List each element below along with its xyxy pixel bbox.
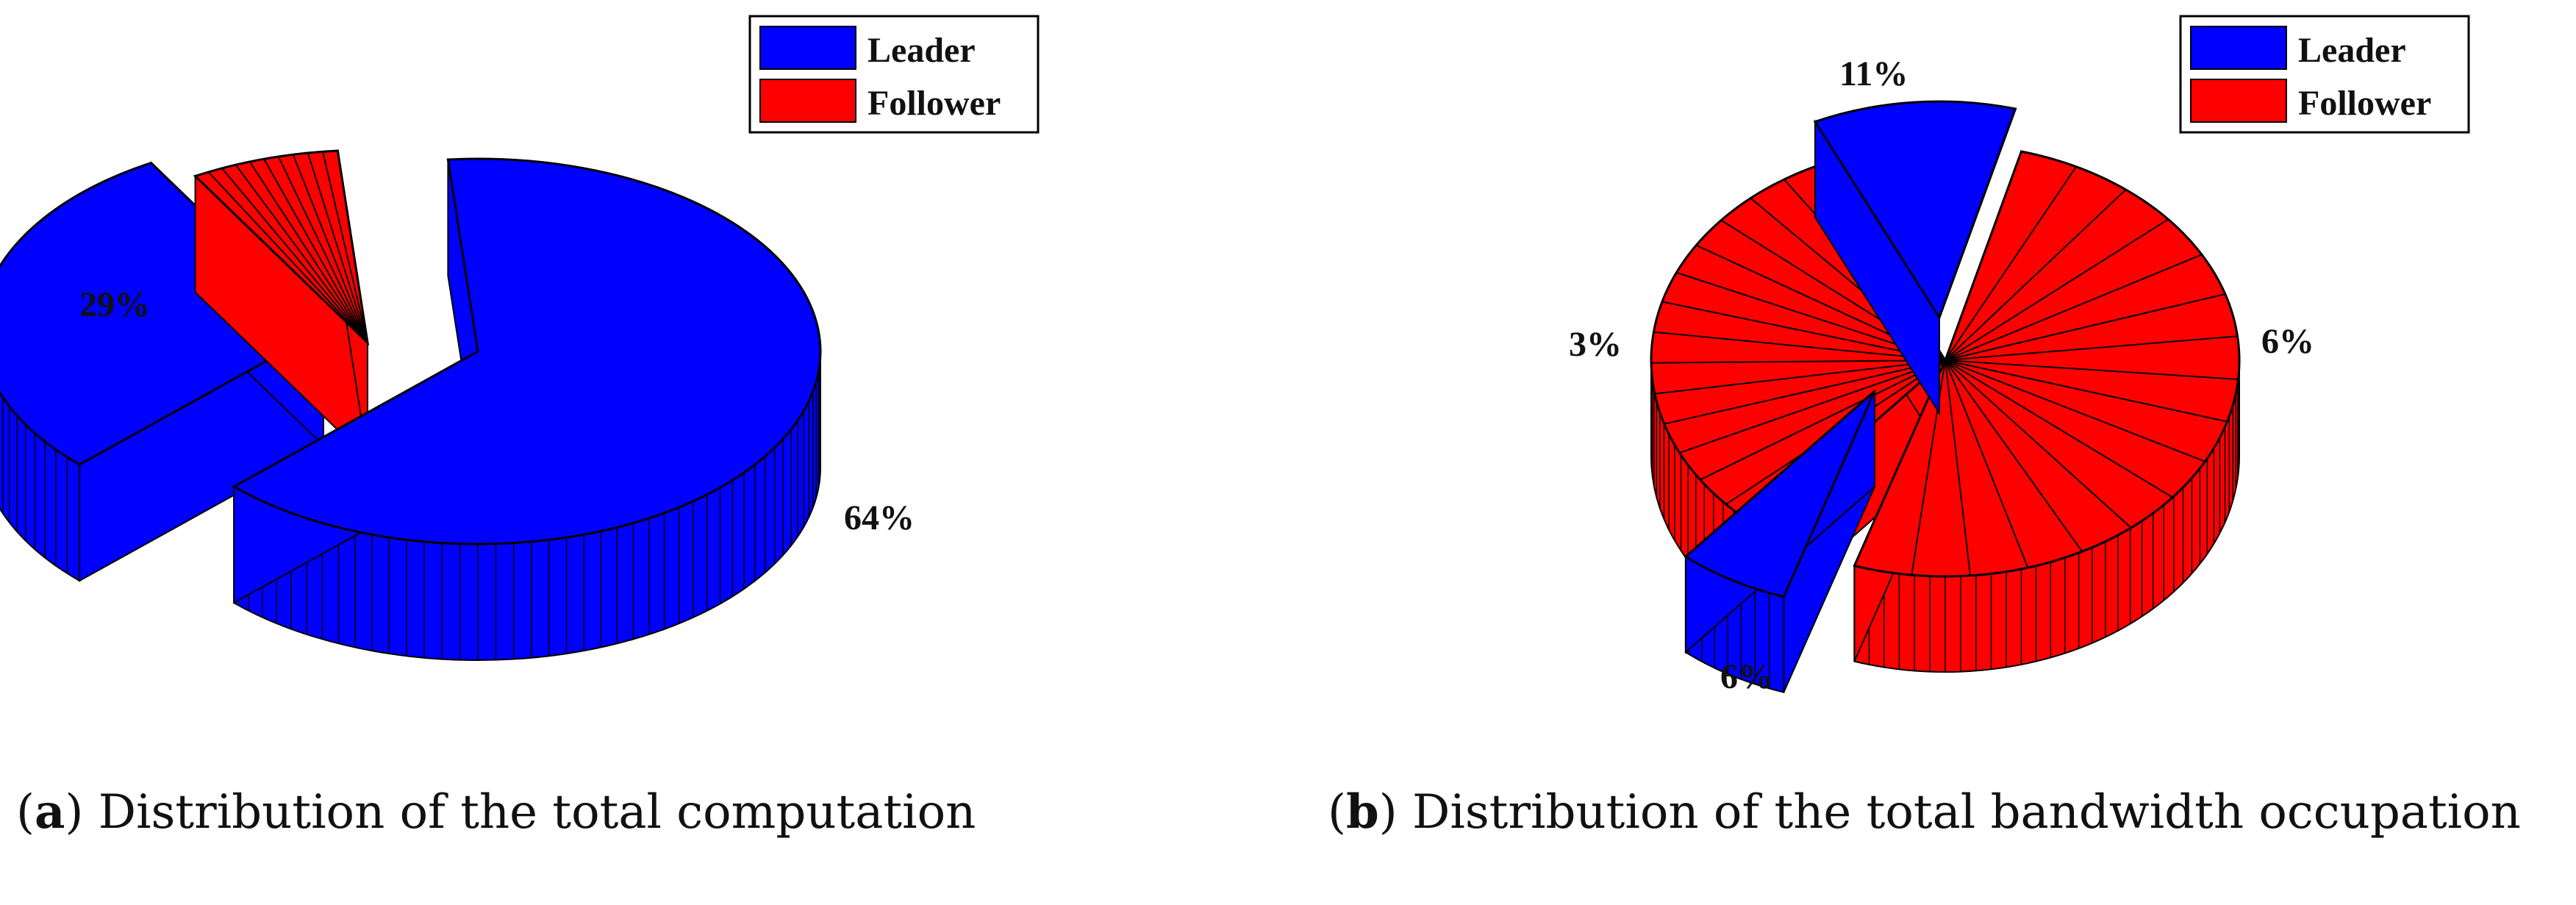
caption-b-text: Distribution of the total bandwidth occu… (1412, 785, 2521, 840)
legend-a-follower-swatch (759, 79, 856, 123)
label-b-3: 3% (1569, 325, 1622, 364)
caption-b: (b) Distribution of the total bandwidth … (1328, 784, 2521, 840)
caption-b-letter: b (1345, 784, 1379, 840)
pie-a-slice-0-top (232, 157, 822, 545)
legend-a-leader-label: Leader (867, 31, 976, 70)
caption-a-letter: a (34, 784, 65, 840)
label-b-11: 11% (1839, 54, 1908, 93)
pie-chart-computation (0, 149, 822, 661)
pie-b-slice-2-top (1684, 390, 1876, 598)
legend-b: Leader Follower (2179, 15, 2470, 134)
legend-b-follower-swatch (2190, 79, 2287, 123)
caption-a-text: Distribution of the total computation (98, 785, 976, 840)
pie-b-slice-0-top (1813, 100, 2017, 321)
caption-a: (a) Distribution of the total computatio… (16, 784, 976, 840)
pie-a-slice-0 (232, 157, 822, 661)
label-a-29: 29% (79, 285, 150, 324)
legend-b-leader-swatch (2190, 26, 2287, 70)
legend-a-follower-label: Follower (867, 84, 1001, 123)
pie-a-slice-1-top (0, 161, 326, 466)
label-a-64: 64% (844, 498, 915, 537)
pie-b-slice-2 (1684, 389, 1876, 693)
legend-a: Leader Follower (748, 15, 1040, 134)
pie-b-slice-1 (1853, 150, 2241, 673)
pie-b-slice-0 (1813, 100, 2017, 416)
legend-b-follower-label: Follower (2298, 84, 2431, 123)
label-b-6-bottom: 6% (1720, 657, 1773, 696)
label-b-6-right: 6% (2261, 322, 2314, 361)
legend-a-leader-swatch (759, 26, 856, 70)
legend-b-leader-label: Leader (2298, 31, 2406, 70)
pie-chart-bandwidth (1650, 100, 2241, 693)
